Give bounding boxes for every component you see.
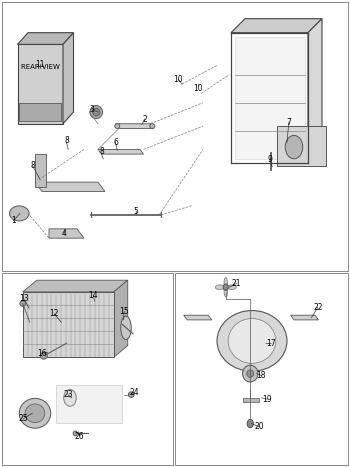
- Text: 24: 24: [129, 388, 139, 397]
- Text: 25: 25: [18, 414, 28, 424]
- Text: 2: 2: [142, 114, 147, 124]
- Polygon shape: [98, 149, 144, 154]
- Polygon shape: [184, 315, 212, 320]
- Bar: [234, 37, 304, 159]
- Polygon shape: [116, 124, 154, 128]
- Bar: [23, 292, 114, 357]
- Ellipse shape: [40, 353, 47, 359]
- Polygon shape: [243, 398, 259, 402]
- Text: 1: 1: [11, 216, 16, 226]
- Ellipse shape: [223, 284, 228, 290]
- Text: 10: 10: [193, 84, 203, 93]
- Text: 19: 19: [262, 395, 272, 404]
- Polygon shape: [35, 182, 105, 191]
- Text: 10: 10: [174, 75, 183, 84]
- Text: 13: 13: [19, 294, 29, 304]
- Text: REAR VIEW: REAR VIEW: [21, 64, 60, 70]
- Text: 22: 22: [313, 303, 323, 312]
- Polygon shape: [49, 229, 84, 238]
- Ellipse shape: [217, 311, 287, 371]
- Text: 12: 12: [49, 309, 59, 318]
- Polygon shape: [56, 385, 122, 423]
- Text: 16: 16: [37, 348, 47, 358]
- Text: 8: 8: [99, 147, 104, 156]
- Text: 3: 3: [90, 105, 95, 114]
- Text: 17: 17: [266, 339, 276, 348]
- Bar: [18, 44, 63, 124]
- Ellipse shape: [20, 301, 26, 306]
- Bar: [2, 273, 173, 465]
- Ellipse shape: [64, 389, 76, 406]
- Ellipse shape: [121, 316, 131, 340]
- Ellipse shape: [9, 206, 29, 221]
- Polygon shape: [63, 33, 74, 124]
- Bar: [19, 103, 61, 121]
- Ellipse shape: [115, 124, 120, 128]
- Text: 11: 11: [35, 60, 45, 69]
- Text: 7: 7: [286, 118, 291, 127]
- Ellipse shape: [73, 431, 77, 436]
- Ellipse shape: [215, 285, 224, 290]
- Text: 20: 20: [255, 422, 265, 432]
- Text: 9: 9: [267, 155, 272, 164]
- Polygon shape: [231, 19, 322, 33]
- Polygon shape: [308, 19, 322, 163]
- Ellipse shape: [285, 135, 303, 159]
- Polygon shape: [290, 315, 318, 320]
- Bar: [175, 273, 348, 465]
- Ellipse shape: [93, 108, 100, 116]
- Text: 18: 18: [256, 371, 266, 380]
- Ellipse shape: [90, 106, 103, 119]
- Text: 5: 5: [134, 206, 139, 216]
- Ellipse shape: [150, 124, 155, 128]
- Ellipse shape: [224, 285, 228, 297]
- Ellipse shape: [247, 370, 254, 377]
- Text: 8: 8: [64, 135, 69, 145]
- Text: 14: 14: [89, 290, 98, 300]
- Ellipse shape: [19, 398, 51, 428]
- Bar: [276, 126, 326, 166]
- Polygon shape: [114, 280, 128, 357]
- Ellipse shape: [128, 392, 134, 397]
- Polygon shape: [23, 280, 128, 292]
- Ellipse shape: [228, 285, 236, 290]
- Text: 6: 6: [113, 138, 118, 147]
- Ellipse shape: [247, 419, 253, 428]
- Text: 26: 26: [75, 432, 85, 441]
- Ellipse shape: [224, 277, 228, 289]
- Ellipse shape: [243, 365, 258, 382]
- Ellipse shape: [228, 318, 276, 363]
- Bar: [2, 2, 348, 271]
- Text: 21: 21: [232, 279, 242, 288]
- Text: 8: 8: [30, 161, 35, 170]
- Polygon shape: [18, 33, 74, 44]
- Text: 23: 23: [63, 390, 73, 399]
- Bar: [270, 152, 271, 170]
- Bar: [35, 154, 46, 187]
- Text: 4: 4: [62, 229, 66, 238]
- Ellipse shape: [25, 404, 45, 423]
- Text: 15: 15: [119, 307, 129, 316]
